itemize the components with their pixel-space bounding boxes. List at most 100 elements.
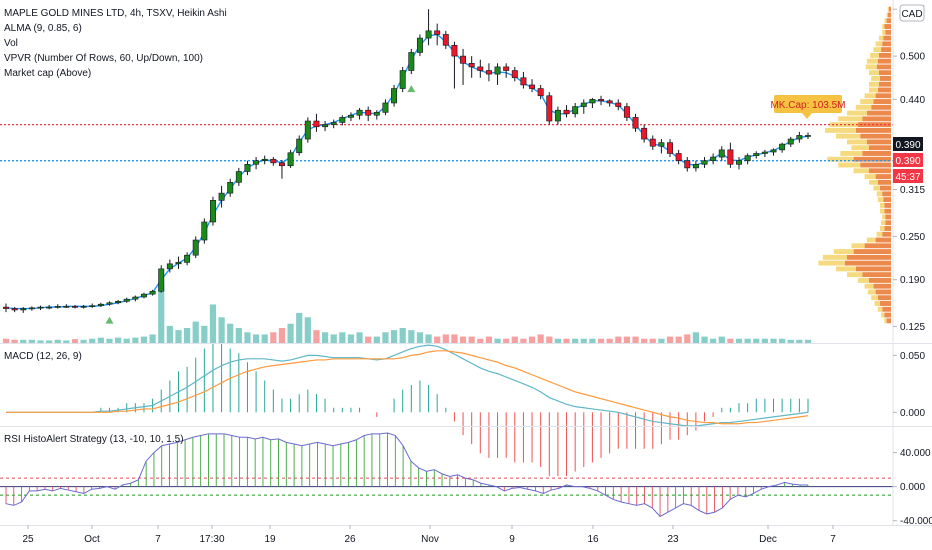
vpvr-row-down [871, 104, 891, 110]
vpvr-row-up [822, 254, 847, 260]
vpvr-row-down [878, 52, 891, 58]
vpvr-row-up [877, 306, 883, 312]
vpvr-row-up [855, 104, 872, 110]
candle-body [623, 106, 630, 118]
volume-bar [2, 338, 10, 343]
macd-tick-label: 0.000 [900, 408, 925, 419]
volume-bar [597, 338, 605, 343]
volume-bar [572, 338, 579, 343]
price-tick-label: 0.250 [900, 232, 925, 243]
vpvr-row-up [838, 162, 861, 168]
vpvr-row-down [866, 139, 891, 145]
candle-body [391, 88, 398, 104]
candle-body [37, 306, 44, 309]
candle-body [529, 84, 536, 89]
candle-body [399, 70, 406, 89]
chart-title: MAPLE GOLD MINES LTD, 4h, TSXV, Heikin A… [4, 8, 227, 19]
volume-bar [321, 332, 329, 343]
volume-bar [89, 338, 96, 343]
candle-body [675, 153, 682, 161]
candle-body [598, 99, 605, 102]
candle-body [485, 70, 492, 75]
indicator-vol-label: Vol [4, 38, 18, 49]
vpvr-row-down [886, 318, 891, 324]
vpvr-row-up [877, 197, 884, 203]
volume-bar [115, 337, 122, 343]
volume-bar [520, 338, 527, 343]
time-tick-label: 7 [830, 534, 836, 545]
candle-body [692, 163, 699, 169]
candle-body [54, 306, 61, 308]
candle-body [615, 102, 622, 107]
vpvr-row-down [884, 208, 891, 214]
vpvr-row-up [866, 58, 878, 64]
candle-body [744, 155, 751, 161]
vpvr-row-up [825, 127, 856, 133]
vpvr-row-up [884, 318, 887, 324]
time-tick-label: 9 [509, 534, 515, 545]
vpvr-row-down [882, 41, 891, 47]
vpvr-row-up [827, 156, 854, 162]
candle-body [649, 138, 656, 147]
alma-buy-signal [105, 316, 114, 324]
time-tick-label: 7 [155, 534, 161, 545]
volume-bar [330, 334, 337, 343]
candle-body [235, 171, 242, 183]
volume-bar [54, 339, 61, 343]
vpvr-row-down [881, 47, 891, 53]
volume-bar [408, 330, 415, 343]
vpvr-row-up [853, 168, 869, 174]
volume-bar [718, 336, 725, 343]
vpvr-row-down [844, 260, 891, 266]
volume-bar [227, 323, 234, 343]
vpvr-row-down [869, 145, 891, 151]
countdown-label: 45:37 [895, 172, 920, 183]
currency-badge[interactable] [899, 4, 925, 22]
vpvr-row-down [875, 93, 891, 99]
volume-bar [796, 339, 803, 343]
volume-bar [252, 334, 260, 343]
last-price-tag [893, 137, 923, 151]
vpvr-row-down [878, 81, 891, 87]
rsi-tick-label: 40.000 [900, 448, 931, 459]
vpvr-row-down [855, 266, 891, 272]
candle-body [330, 122, 337, 125]
volume-bar [761, 338, 768, 343]
vpvr-row-up [864, 283, 874, 289]
vpvr-row-up [869, 179, 878, 185]
volume-bar [244, 332, 251, 343]
candle-body [106, 302, 113, 305]
candle-body [606, 100, 613, 104]
vpvr-row-up [876, 191, 883, 197]
vpvr-row-down [888, 6, 891, 12]
vpvr-row-up [860, 99, 874, 104]
volume-bar [106, 338, 113, 343]
candle-body [72, 306, 78, 308]
vpvr-row-up [871, 76, 880, 81]
vpvr-row-up [847, 110, 867, 116]
price-tick-label: 0.125 [900, 322, 925, 333]
volume-bar [641, 338, 648, 343]
candle-body [563, 109, 570, 115]
candle-body [727, 149, 734, 165]
vpvr-row-down [887, 12, 891, 18]
candle-body [356, 109, 363, 116]
candle-body [632, 117, 639, 129]
candle-body [149, 290, 156, 295]
vpvr-row-down [883, 35, 891, 41]
volume-bar [46, 340, 53, 343]
volume-bar [511, 336, 518, 343]
vpvr-row-down [885, 220, 891, 226]
vpvr-row-up [880, 226, 885, 231]
vpvr-row-down [853, 249, 891, 255]
candle-body [313, 120, 320, 128]
price-tick-label: 0.440 [900, 95, 925, 106]
vpvr-row-down [880, 185, 891, 191]
candle-body [589, 99, 596, 104]
time-tick-label: Oct [84, 534, 100, 545]
volume-bar [382, 332, 389, 343]
vpvr-row-up [870, 52, 879, 58]
volume-bar [270, 332, 277, 343]
vpvr-row-up [875, 41, 883, 47]
